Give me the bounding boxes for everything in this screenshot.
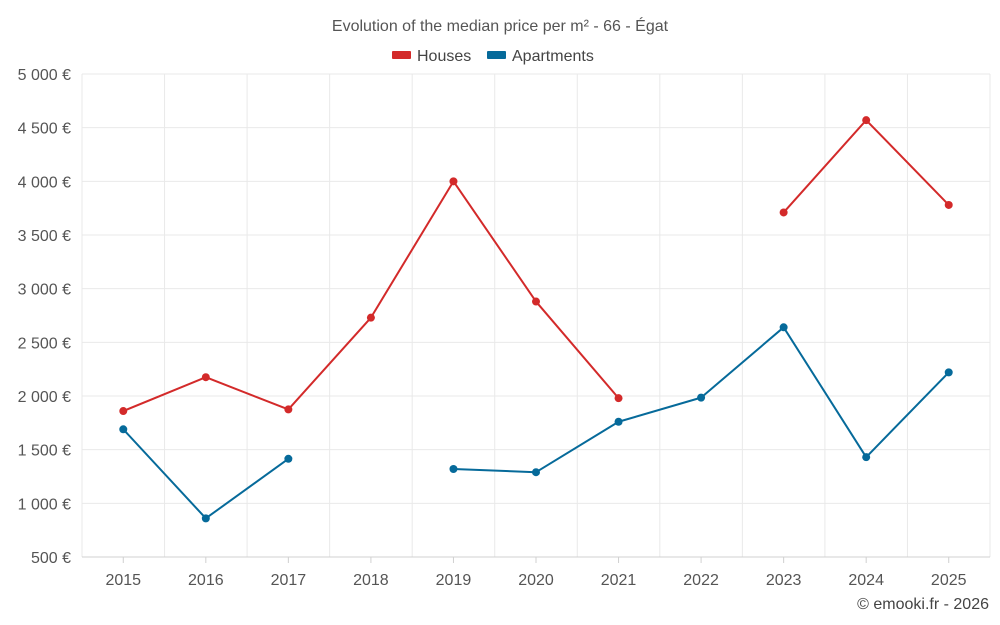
data-point-houses[interactable]	[779, 208, 788, 217]
series-line-houses	[782, 119, 950, 214]
x-tick-label: 2015	[105, 572, 141, 589]
data-point-houses[interactable]	[366, 313, 375, 322]
legend-label-houses: Houses	[417, 48, 471, 65]
y-tick-label: 2 000 €	[18, 389, 71, 406]
x-tick-label: 2019	[436, 572, 472, 589]
data-point-apartments[interactable]	[697, 393, 706, 402]
series-houses	[119, 116, 953, 416]
data-point-apartments[interactable]	[201, 514, 210, 523]
y-tick-label: 4 500 €	[18, 121, 71, 138]
series-apartments	[119, 323, 953, 523]
data-point-apartments[interactable]	[779, 323, 788, 332]
data-point-apartments[interactable]	[944, 368, 953, 377]
data-point-apartments[interactable]	[614, 417, 623, 426]
y-tick-label: 1 000 €	[18, 496, 71, 513]
series-line-houses	[122, 180, 620, 412]
legend-label-apartments: Apartments	[512, 48, 594, 65]
data-point-houses[interactable]	[201, 373, 210, 382]
legend: Houses Apartments	[392, 48, 594, 65]
data-point-apartments[interactable]	[532, 468, 540, 477]
y-tick-label: 2 500 €	[18, 335, 71, 352]
y-tick-label: 4 000 €	[18, 174, 71, 191]
series	[119, 116, 953, 523]
x-tick-label: 2016	[188, 572, 224, 589]
axes: 500 € 1 000 € 1 500 € 2 000 € 2 500 € 3 000 €…	[18, 67, 990, 589]
grid	[81, 73, 991, 558]
x-tick-label: 2022	[683, 572, 719, 589]
x-tick-label: 2018	[353, 572, 389, 589]
chart-title: Evolution of the median price per m² - 6…	[332, 16, 669, 35]
x-tick-label: 2020	[518, 572, 554, 589]
y-tick-label: 500 €	[31, 550, 71, 567]
data-point-apartments[interactable]	[119, 425, 128, 434]
data-point-houses[interactable]	[284, 405, 293, 414]
data-point-apartments[interactable]	[449, 464, 458, 473]
legend-item-houses[interactable]: Houses	[392, 48, 471, 65]
legend-item-apartments[interactable]: Apartments	[487, 48, 594, 65]
legend-swatch-houses	[392, 51, 411, 59]
legend-swatch-apartments	[487, 51, 506, 59]
data-point-houses[interactable]	[449, 177, 458, 186]
x-tick-label: 2021	[601, 572, 637, 589]
data-point-houses[interactable]	[944, 200, 953, 209]
data-point-houses[interactable]	[119, 407, 128, 416]
x-tick-label: 2025	[931, 572, 967, 589]
series-line-apartments	[122, 428, 289, 520]
y-tick-label: 3 000 €	[18, 282, 71, 299]
x-tick-label: 2017	[271, 572, 307, 589]
data-point-apartments[interactable]	[862, 453, 871, 462]
data-point-houses[interactable]	[532, 297, 540, 306]
x-tick-label: 2024	[848, 572, 884, 589]
data-point-houses[interactable]	[614, 394, 623, 403]
x-tick-label: 2023	[766, 572, 802, 589]
y-tick-label: 5 000 €	[18, 67, 71, 84]
copyright-footer: © emooki.fr - 2026	[857, 596, 989, 613]
y-tick-label: 3 500 €	[18, 228, 71, 245]
data-point-houses[interactable]	[862, 116, 871, 125]
data-point-apartments[interactable]	[284, 454, 293, 463]
y-tick-label: 1 500 €	[18, 443, 71, 460]
